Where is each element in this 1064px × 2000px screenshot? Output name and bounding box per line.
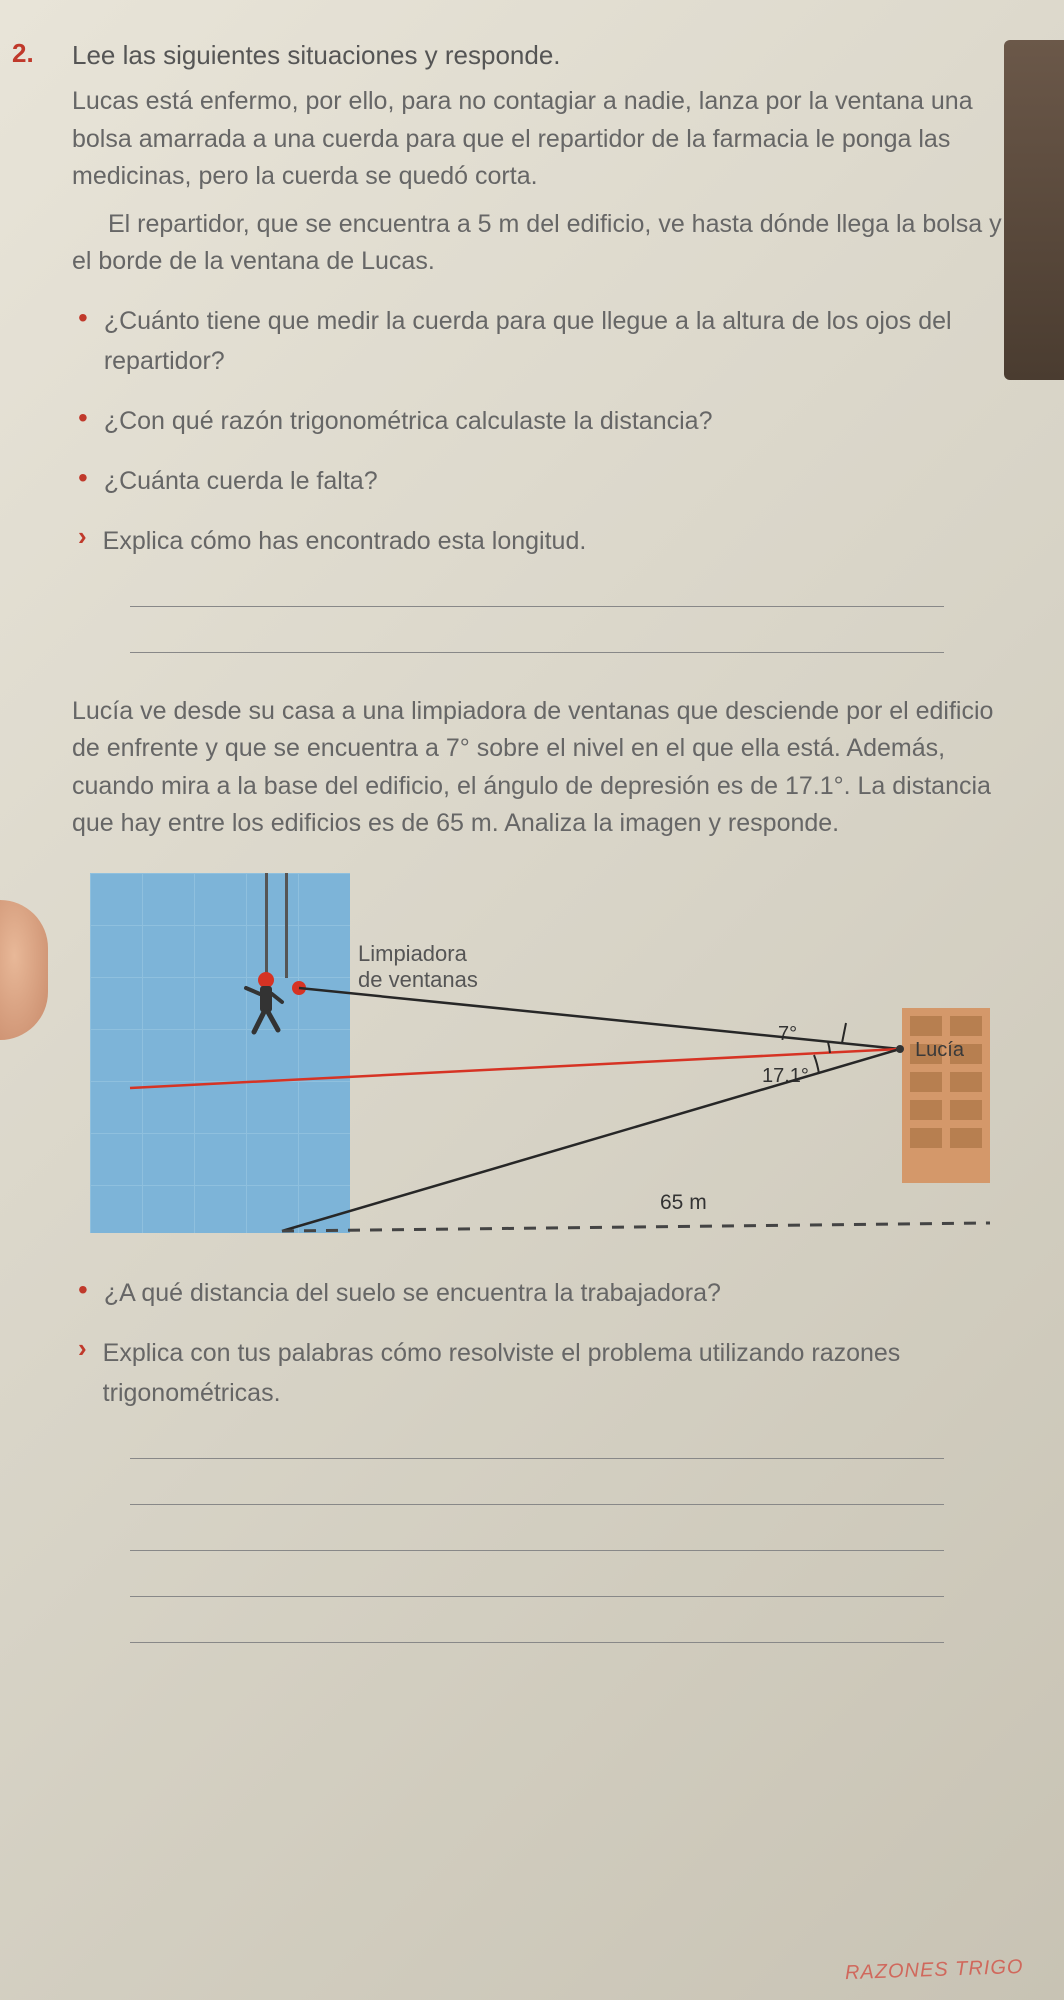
paragraph-2: El repartidor, que se encuentra a 5 m de… <box>72 206 1004 281</box>
problem-2-section: Lucía ve desde su casa a una limpiadora … <box>60 693 1004 1643</box>
side-object <box>1004 40 1064 380</box>
lucia-label: Lucía <box>915 1039 964 1062</box>
answer-line <box>130 1479 944 1505</box>
bullet-icon: • <box>78 1273 88 1307</box>
lucia-point <box>896 1045 904 1053</box>
textbook-page: 2. Lee las siguientes situaciones y resp… <box>0 0 1064 2000</box>
answer-line <box>130 627 944 653</box>
question-text: ¿Cuánto tiene que medir la cuerda para q… <box>104 301 1004 381</box>
problem-number: 2. <box>12 38 34 69</box>
question-text: ¿Con qué razón trigonométrica calculaste… <box>104 401 1004 441</box>
question-row: • ¿Cuánta cuerda le falta? <box>78 461 1004 501</box>
arrow-icon: › <box>78 521 87 552</box>
bullet-icon: • <box>78 301 88 335</box>
answer-line <box>130 1617 944 1643</box>
diagram-lines <box>90 873 990 1243</box>
question-row: › Explica con tus palabras cómo resolvis… <box>78 1333 1004 1413</box>
question-row: › Explica cómo has encontrado esta longi… <box>78 521 1004 561</box>
question-row: • ¿A qué distancia del suelo se encuentr… <box>78 1273 1004 1313</box>
answer-line <box>130 1525 944 1551</box>
question-text: ¿Cuánta cuerda le falta? <box>104 461 1004 501</box>
question-text: ¿A qué distancia del suelo se encuentra … <box>104 1273 1004 1313</box>
question-row: • ¿Cuánto tiene que medir la cuerda para… <box>78 301 1004 381</box>
footer-label: RAZONES TRIGO <box>845 1956 1024 1985</box>
diagram: Limpiadora de ventanas Lucía <box>90 873 990 1243</box>
bullet-icon: • <box>78 461 88 495</box>
answer-line <box>130 1571 944 1597</box>
bullet-icon: • <box>78 401 88 435</box>
problem-title: Lee las siguientes situaciones y respond… <box>72 40 1004 71</box>
question-text: Explica cómo has encontrado esta longitu… <box>103 521 1004 561</box>
arrow-icon: › <box>78 1333 87 1364</box>
thumb-shadow <box>0 900 48 1040</box>
answer-line <box>130 581 944 607</box>
paragraph-1: Lucas está enfermo, por ello, para no co… <box>72 83 1004 196</box>
question-text: Explica con tus palabras cómo resolviste… <box>103 1333 1004 1413</box>
answer-line <box>130 1433 944 1459</box>
question-row: • ¿Con qué razón trigonométrica calculas… <box>78 401 1004 441</box>
paragraph-3: Lucía ve desde su casa a una limpiadora … <box>72 693 1004 843</box>
